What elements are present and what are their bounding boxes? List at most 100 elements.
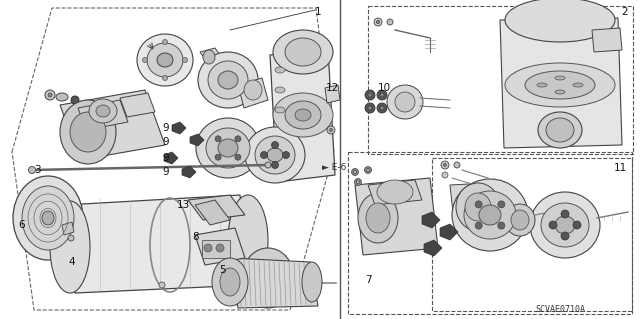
Ellipse shape — [242, 248, 294, 308]
Polygon shape — [325, 85, 340, 103]
Ellipse shape — [203, 50, 215, 64]
Ellipse shape — [13, 176, 83, 260]
Circle shape — [374, 18, 382, 26]
Ellipse shape — [546, 118, 574, 142]
Bar — [432, 158, 632, 311]
Circle shape — [330, 129, 333, 131]
Ellipse shape — [505, 204, 535, 236]
Ellipse shape — [537, 83, 547, 87]
Circle shape — [45, 90, 55, 100]
Circle shape — [454, 162, 460, 168]
Polygon shape — [238, 78, 268, 108]
Circle shape — [368, 93, 372, 97]
Polygon shape — [368, 180, 422, 205]
Ellipse shape — [50, 201, 90, 293]
Circle shape — [48, 93, 52, 97]
Ellipse shape — [285, 101, 321, 129]
Text: 5: 5 — [219, 265, 225, 275]
Ellipse shape — [198, 52, 258, 108]
Ellipse shape — [525, 71, 595, 99]
Ellipse shape — [137, 34, 193, 86]
Circle shape — [163, 40, 168, 44]
Ellipse shape — [541, 203, 589, 247]
Polygon shape — [500, 18, 622, 148]
Ellipse shape — [157, 53, 173, 67]
Ellipse shape — [573, 83, 583, 87]
Polygon shape — [230, 258, 318, 308]
Ellipse shape — [42, 211, 54, 225]
Circle shape — [282, 152, 289, 159]
Text: 10: 10 — [378, 83, 390, 93]
Ellipse shape — [395, 92, 415, 112]
Text: 6: 6 — [19, 220, 26, 230]
Ellipse shape — [538, 112, 582, 148]
Polygon shape — [65, 195, 250, 293]
Circle shape — [498, 222, 505, 229]
Circle shape — [271, 161, 278, 168]
Ellipse shape — [273, 93, 333, 137]
Ellipse shape — [387, 85, 423, 119]
Circle shape — [355, 179, 362, 186]
Polygon shape — [182, 166, 196, 178]
Polygon shape — [190, 134, 204, 146]
Ellipse shape — [206, 128, 250, 168]
Polygon shape — [422, 212, 440, 228]
Ellipse shape — [285, 38, 321, 66]
Ellipse shape — [530, 192, 600, 258]
Polygon shape — [188, 195, 245, 220]
Circle shape — [441, 161, 449, 169]
Circle shape — [68, 235, 74, 241]
Text: 3: 3 — [34, 165, 40, 175]
Text: 12: 12 — [325, 83, 339, 93]
Polygon shape — [440, 224, 458, 240]
Circle shape — [387, 19, 393, 25]
Circle shape — [265, 162, 271, 168]
Polygon shape — [450, 182, 510, 232]
Circle shape — [498, 201, 505, 208]
Polygon shape — [424, 240, 442, 256]
Ellipse shape — [275, 107, 285, 113]
Circle shape — [351, 168, 358, 175]
Ellipse shape — [147, 43, 183, 77]
Text: 8: 8 — [193, 232, 199, 242]
Circle shape — [143, 57, 147, 63]
Polygon shape — [200, 48, 222, 62]
Circle shape — [573, 221, 581, 229]
Circle shape — [380, 106, 384, 110]
Polygon shape — [164, 152, 178, 164]
Ellipse shape — [220, 268, 240, 296]
Ellipse shape — [555, 216, 575, 234]
Circle shape — [367, 168, 369, 172]
Ellipse shape — [555, 90, 565, 94]
Circle shape — [442, 172, 448, 178]
Ellipse shape — [366, 203, 390, 233]
Ellipse shape — [22, 186, 74, 250]
Ellipse shape — [60, 100, 116, 164]
Ellipse shape — [456, 183, 500, 231]
Text: 9: 9 — [163, 123, 170, 133]
Text: 9: 9 — [163, 137, 170, 147]
Circle shape — [159, 282, 165, 288]
Circle shape — [549, 221, 557, 229]
Text: 2: 2 — [621, 7, 628, 17]
Ellipse shape — [245, 127, 305, 183]
Circle shape — [377, 90, 387, 100]
Circle shape — [204, 244, 212, 252]
Circle shape — [561, 210, 569, 218]
Text: 7: 7 — [365, 275, 371, 285]
Circle shape — [365, 90, 375, 100]
Ellipse shape — [255, 136, 295, 174]
Circle shape — [271, 142, 278, 149]
Circle shape — [561, 232, 569, 240]
Circle shape — [260, 152, 268, 159]
Circle shape — [376, 20, 380, 24]
Text: 11: 11 — [613, 163, 627, 173]
Circle shape — [365, 103, 375, 113]
Ellipse shape — [196, 118, 260, 178]
Circle shape — [368, 106, 372, 110]
Circle shape — [356, 181, 360, 183]
Ellipse shape — [89, 99, 117, 123]
Ellipse shape — [555, 76, 565, 80]
Ellipse shape — [273, 30, 333, 74]
Text: 4: 4 — [68, 257, 76, 267]
